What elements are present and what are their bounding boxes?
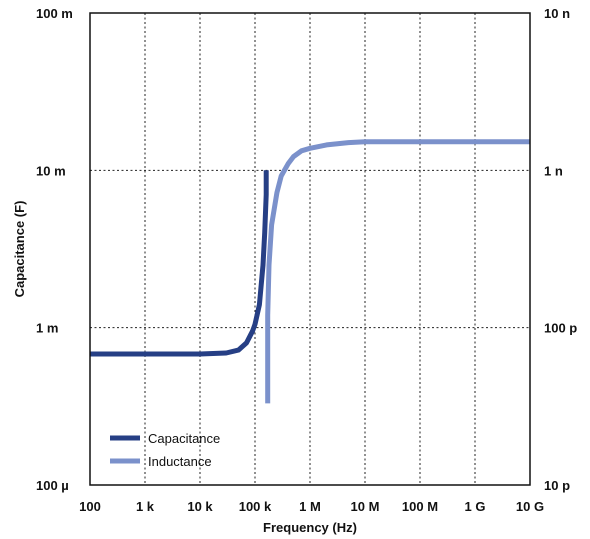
x-tick-label: 100 k <box>239 499 272 514</box>
y-right-tick-label: 100 p <box>544 321 577 336</box>
x-axis-title: Frequency (Hz) <box>263 520 357 535</box>
y-left-tick-label: 100 µ <box>36 478 69 493</box>
x-axis-ticks: 100 1 k 10 k 100 k 1 M 10 M 100 M 1 G 10 G <box>79 499 544 514</box>
y-left-tick-label: 10 m <box>36 163 66 178</box>
y-right-tick-label: 10 n <box>544 6 570 21</box>
x-tick-label: 1 G <box>465 499 486 514</box>
x-tick-label: 1 k <box>136 499 155 514</box>
series-layer <box>90 139 530 404</box>
series-line-capacitance <box>90 170 269 357</box>
y-axis-left-ticks: 100 m 10 m 1 m 100 µ <box>36 6 73 493</box>
y-left-tick-label: 1 m <box>36 321 58 336</box>
x-tick-label: 100 <box>79 499 101 514</box>
y-right-tick-label: 10 p <box>544 478 570 493</box>
grid <box>89 12 531 486</box>
y-right-tick-label: 1 n <box>544 163 563 178</box>
y-axis-right-ticks: 10 n 1 n 100 p 10 p <box>544 6 577 493</box>
legend: Capacitance Inductance <box>110 431 220 469</box>
x-tick-label: 10 M <box>351 499 380 514</box>
series-line-inductance <box>265 139 530 404</box>
x-tick-label: 1 M <box>299 499 321 514</box>
y-axis-title: Capacitance (F) <box>12 201 27 298</box>
plot-frame <box>89 12 531 486</box>
y-left-tick-label: 100 m <box>36 6 73 21</box>
legend-label: Inductance <box>148 454 212 469</box>
x-tick-label: 10 k <box>187 499 213 514</box>
legend-label: Capacitance <box>148 431 220 446</box>
x-tick-label: 100 M <box>402 499 438 514</box>
x-tick-label: 10 G <box>516 499 544 514</box>
